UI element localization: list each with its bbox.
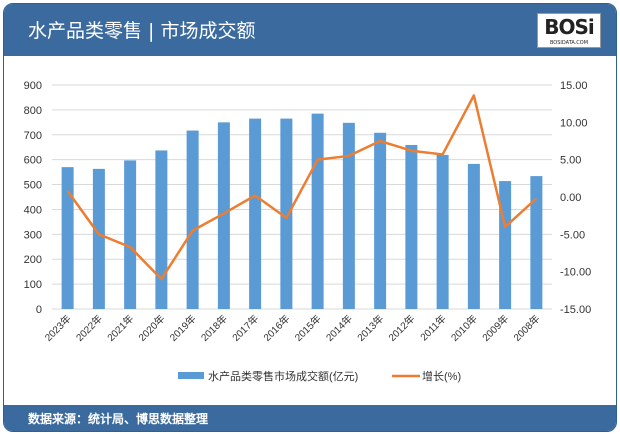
bosi-logo: BOSi BOSIDATA.COM	[537, 13, 601, 48]
x-axis-tick: 2019年	[167, 312, 199, 344]
legend-label-line: 增长(%)	[422, 369, 461, 383]
left-axis-tick: 700	[24, 130, 42, 142]
bar-2014年	[342, 122, 355, 309]
footer: 数据来源：统计局、博思数据整理	[4, 405, 616, 431]
bar-2015年	[311, 113, 324, 309]
right-axis-tick: 0.00	[560, 192, 581, 204]
bar-2011年	[436, 154, 449, 309]
x-axis-tick: 2012年	[385, 312, 417, 344]
bar-2013年	[374, 132, 387, 309]
right-axis-tick: 5.00	[560, 155, 581, 167]
legend-swatch-bar	[178, 372, 204, 379]
legend-label-bar: 水产品类零售市场成交额(亿元)	[208, 369, 358, 383]
x-axis-tick: 2009年	[479, 312, 511, 344]
left-axis-tick: 800	[24, 105, 42, 117]
left-axis-tick: 900	[24, 80, 42, 92]
right-axis-tick: -15.00	[560, 304, 591, 316]
x-axis-tick: 2008年	[510, 312, 542, 344]
x-axis-tick: 2021年	[104, 312, 136, 344]
x-axis-tick: 2010年	[448, 312, 480, 344]
x-axis-tick: 2016年	[260, 312, 292, 344]
header: 水产品类零售 | 市场成交额 BOSi BOSIDATA.COM	[4, 4, 616, 56]
left-axis-tick: 100	[24, 279, 42, 291]
right-axis-tick: 15.00	[560, 80, 588, 92]
bar-2023年	[61, 167, 74, 309]
chart-card: 水产品类零售 | 市场成交额 BOSi BOSIDATA.COM 0 100 200…	[3, 3, 617, 432]
data-source: 数据来源：统计局、博思数据整理	[28, 412, 209, 426]
left-axis-tick: 200	[24, 254, 42, 266]
left-axis-tick: 500	[24, 180, 42, 192]
x-axis-tick: 2017年	[229, 312, 261, 344]
bar-2009年	[499, 181, 512, 309]
page-title: 水产品类零售 | 市场成交额	[28, 20, 256, 42]
x-axis-tick: 2015年	[292, 312, 324, 344]
bar-2017年	[249, 118, 262, 309]
bar-2020年	[155, 150, 168, 309]
x-axis-tick: 2023年	[42, 312, 74, 344]
right-axis-tick: -5.00	[560, 229, 585, 241]
x-axis-tick: 2022年	[73, 312, 105, 344]
bar-2010年	[467, 163, 480, 309]
bar-2022年	[92, 168, 105, 309]
bar-2008年	[530, 176, 543, 309]
logo-text: BOSi	[544, 15, 595, 39]
x-axis-tick: 2018年	[198, 312, 230, 344]
bar-2018年	[217, 122, 230, 309]
left-axis-tick: 300	[24, 229, 42, 241]
growth-line	[66, 94, 538, 281]
left-axis-tick: 0	[36, 304, 42, 316]
left-axis-tick: 600	[24, 155, 42, 167]
bar-2012年	[405, 144, 418, 309]
x-axis-tick: 2013年	[354, 312, 386, 344]
right-axis-tick: 10.00	[560, 117, 588, 129]
x-axis-tick: 2014年	[323, 312, 355, 344]
bar-2016年	[280, 118, 293, 309]
chart: 0 100 200 300 400 500 600 700 800 900 -15.00 -10.00…	[24, 80, 592, 383]
left-axis-tick: 400	[24, 204, 42, 216]
x-axis-tick: 2020年	[135, 312, 167, 344]
bar-2021年	[124, 160, 137, 309]
bar-2019年	[186, 130, 199, 309]
right-axis-tick: -10.00	[560, 267, 591, 279]
x-axis-tick: 2011年	[417, 312, 448, 343]
logo-subtext: BOSIDATA.COM	[549, 40, 589, 46]
